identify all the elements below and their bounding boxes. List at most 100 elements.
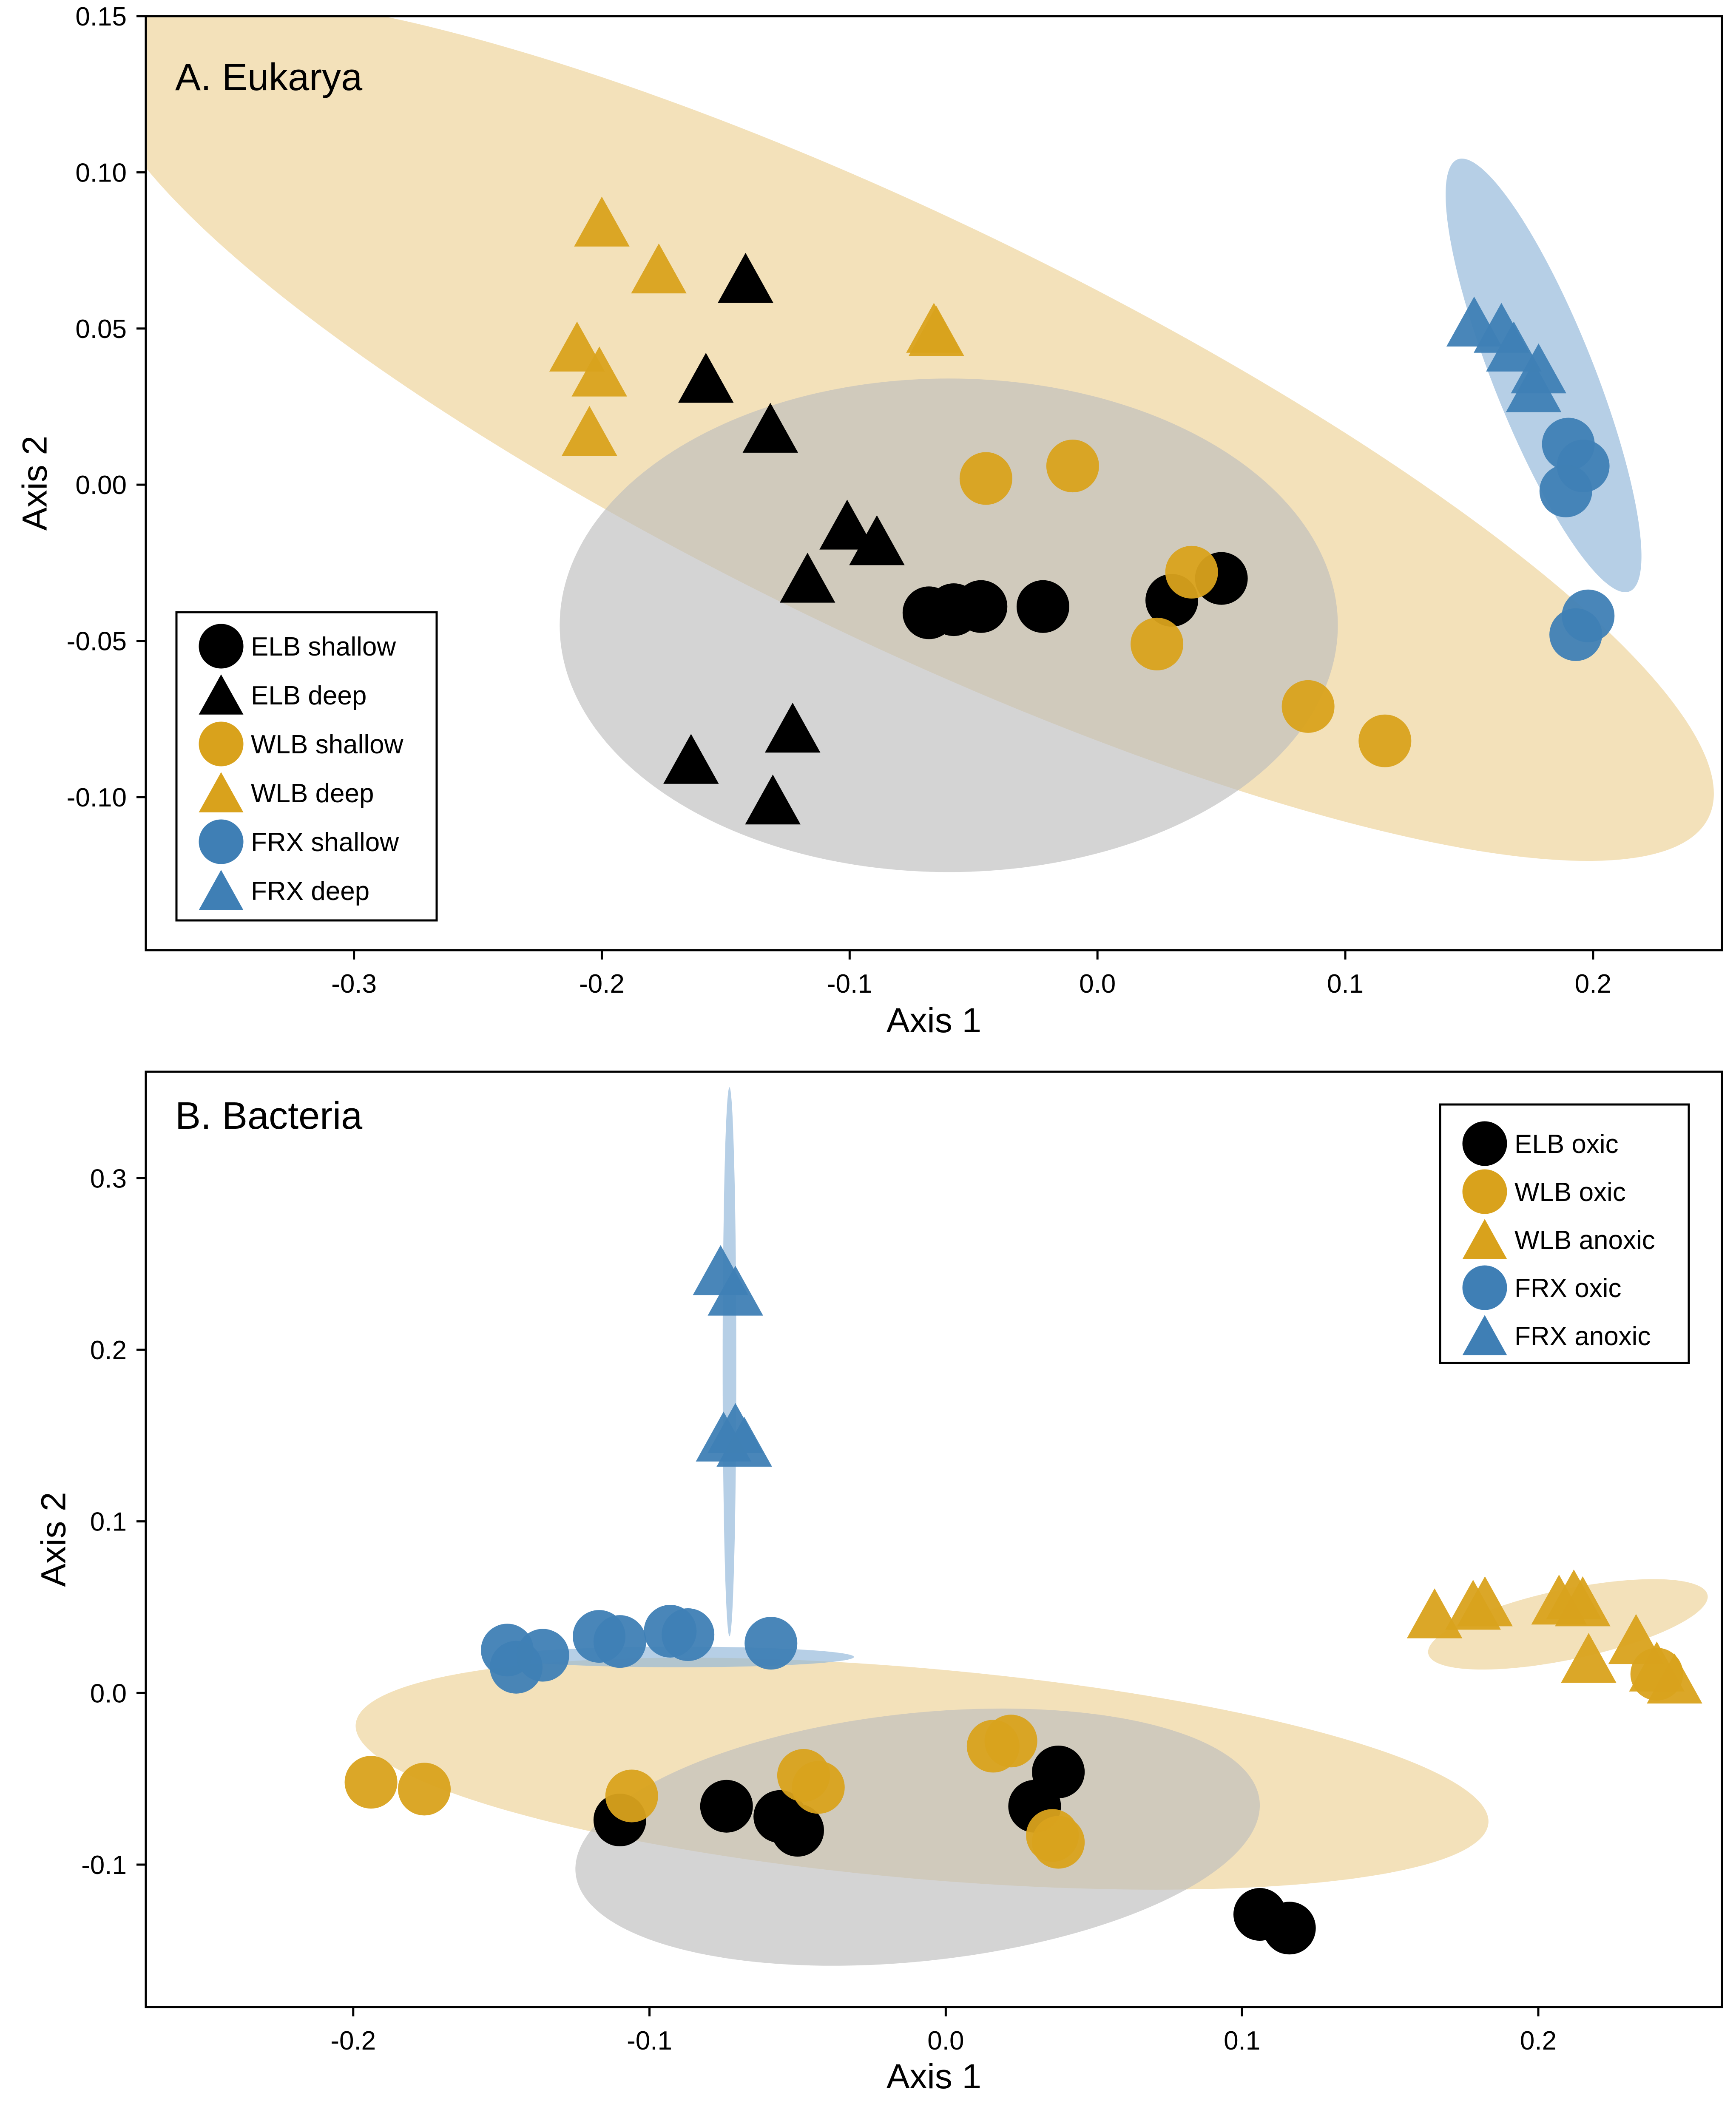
y-tick-label: 0.1 (90, 1508, 127, 1537)
point-elb-deep (718, 253, 773, 303)
point-wlb-deep (906, 303, 962, 353)
x-tick-label: -0.1 (827, 969, 872, 999)
point-wlb-shallow (1046, 440, 1099, 493)
y-tick-label: -0.1 (81, 1851, 127, 1880)
point-wlb-anoxic (1457, 1576, 1513, 1627)
plot-frame (145, 1070, 1723, 2008)
point-frx-anoxic (716, 1417, 772, 1467)
point-frx-deep (1486, 321, 1542, 372)
point-wlb-deep (571, 346, 627, 397)
legend-item: ELB deep (199, 674, 367, 715)
point-elb-oxic (771, 1804, 824, 1857)
point-frx-shallow (1539, 464, 1592, 517)
panel-bacteria: -0.2 -0.1 0.0 0.1 0.2 -0.1 0.0 0.1 0.2 0.3 B. Bac… (34, 1070, 1723, 2096)
point-wlb-shallow (1281, 680, 1335, 733)
point-wlb-oxic (1032, 1816, 1085, 1869)
point-elb-deep (765, 702, 821, 753)
y-tick-label: 0.0 (90, 1679, 127, 1708)
point-wlb-oxic (605, 1769, 658, 1823)
point-wlb-shallow (1165, 545, 1218, 599)
x-tick-label: -0.2 (330, 2026, 376, 2056)
legend: ELB shallow ELB deep WLB shallow WLB deep FR… (175, 611, 438, 922)
legend-item: WLB shallow (199, 721, 403, 767)
legend-label: WLB deep (251, 779, 374, 808)
point-elb-shallow (955, 580, 1008, 633)
point-wlb-anoxic (1561, 1633, 1617, 1683)
point-elb-deep (742, 403, 798, 453)
y-tick-label: 0.15 (75, 2, 127, 31)
legend-circle-marker (199, 819, 244, 864)
point-wlb-deep (574, 196, 630, 247)
point-wlb-oxic (344, 1756, 398, 1809)
point-wlb-oxic (984, 1715, 1037, 1768)
legend-circle-marker (199, 624, 244, 669)
legend-label: FRX oxic (1514, 1274, 1621, 1303)
point-wlb-deep (562, 406, 617, 456)
point-wlb-anoxic (1608, 1614, 1664, 1664)
point-wlb-shallow (1358, 714, 1412, 767)
x-tick-label: -0.2 (579, 969, 625, 999)
point-wlb-oxic (792, 1761, 845, 1814)
data-points (344, 1245, 1702, 1955)
panel-title: A. Eukarya (175, 56, 363, 99)
legend-triangle-marker (199, 870, 244, 910)
point-wlb-oxic (398, 1763, 451, 1816)
point-elb-shallow (1016, 580, 1069, 633)
legend-item: ELB oxic (1462, 1121, 1619, 1166)
point-frx-anoxic (707, 1266, 763, 1316)
y-tick-label: 0.10 (75, 158, 127, 187)
point-elb-oxic (1263, 1902, 1316, 1955)
legend-circle-marker (1462, 1121, 1507, 1166)
legend-item: WLB deep (199, 772, 374, 812)
point-frx-oxic (593, 1615, 646, 1668)
point-frx-oxic (662, 1608, 715, 1661)
data-points (549, 196, 1615, 825)
y-axis-label: Axis 2 (16, 436, 54, 531)
point-wlb-anoxic (1555, 1576, 1611, 1627)
x-tick-label: 0.0 (1079, 969, 1116, 999)
y-tick-label: 0.2 (90, 1336, 127, 1365)
ellipse-frx-anoxic (722, 1087, 736, 1637)
legend-label: ELB shallow (251, 632, 396, 662)
x-tick-label: 0.1 (1327, 969, 1364, 999)
point-elb-deep (745, 774, 801, 825)
legend-label: ELB oxic (1514, 1130, 1619, 1159)
legend: ELB oxic WLB oxic WLB anoxic FRX oxic FRX an… (1439, 1103, 1690, 1364)
x-axis-label: Axis 1 (886, 1001, 981, 1040)
legend-item: FRX deep (199, 870, 369, 910)
plot-frame (145, 15, 1723, 951)
legend-item: FRX oxic (1462, 1265, 1621, 1310)
point-frx-oxic (744, 1617, 798, 1670)
ellipse-elb (575, 1708, 1260, 1966)
legend-label: ELB deep (251, 681, 367, 710)
x-tick-label: 0.2 (1520, 2026, 1557, 2056)
legend-label: WLB shallow (251, 730, 403, 759)
legend-triangle-marker (1462, 1219, 1507, 1259)
x-tick-label: 0.1 (1224, 2026, 1260, 2056)
point-wlb-anoxic (1647, 1653, 1702, 1704)
legend-item: FRX anoxic (1462, 1315, 1651, 1355)
legend-label: WLB oxic (1514, 1178, 1626, 1207)
legend-label: FRX deep (251, 877, 369, 906)
legend-circle-marker (1462, 1169, 1507, 1214)
legend-item: ELB shallow (199, 624, 396, 669)
x-tick-label: -0.1 (627, 2026, 672, 2056)
point-elb-deep (663, 734, 719, 784)
y-tick-label: 0.00 (75, 471, 127, 500)
point-wlb-shallow (959, 452, 1012, 505)
point-elb-oxic (700, 1780, 753, 1833)
x-tick-label: 0.2 (1575, 969, 1611, 999)
axis-ticks: -0.3 -0.2 -0.1 0.0 0.1 0.2 -0.10 -0.05 0.00 0.05 0… (67, 2, 1611, 999)
legend-circle-marker (199, 721, 244, 767)
x-tick-label: 0.0 (927, 2026, 964, 2056)
legend-triangle-marker (199, 674, 244, 715)
point-elb-deep (849, 515, 905, 565)
panel-eukarya: -0.3 -0.2 -0.1 0.0 0.1 0.2 -0.10 -0.05 0.00 0.05 0… (16, 2, 1723, 1040)
panel-title: B. Bacteria (175, 1095, 363, 1137)
point-elb-oxic (1032, 1745, 1085, 1798)
legend-item: FRX shallow (199, 819, 399, 864)
legend-triangle-marker (1462, 1315, 1507, 1355)
legend-item: WLB anoxic (1462, 1219, 1655, 1259)
